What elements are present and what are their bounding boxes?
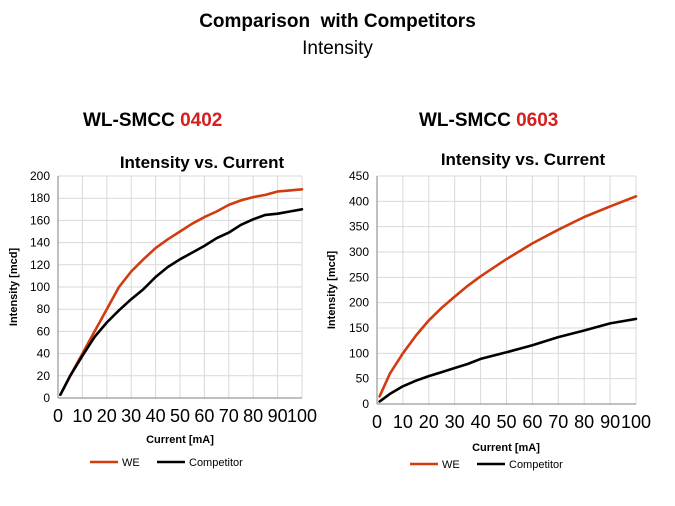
x-tick-label: 50 [170, 406, 190, 426]
y-tick-label: 80 [37, 302, 51, 316]
y-axis-label: Intensity [mcd] [8, 248, 20, 327]
legend-label-competitor: Competitor [509, 459, 563, 471]
series-line-we [59, 188, 304, 397]
legend-label-we: WE [122, 457, 140, 469]
legend-label-competitor: Competitor [189, 457, 243, 469]
product-code: 0402 [180, 110, 223, 131]
product-prefix: WL-SMCC [83, 110, 181, 131]
slide-title: Comparison with Competitors [199, 11, 476, 32]
slide-subtitle: Intensity [302, 38, 373, 59]
x-tick-label: 20 [97, 406, 117, 426]
x-tick-label: 30 [121, 406, 141, 426]
x-tick-label: 40 [471, 412, 491, 432]
y-axis-label: Intensity [mcd] [326, 251, 338, 330]
y-tick-label: 300 [349, 245, 369, 259]
x-tick-label: 70 [219, 406, 239, 426]
chart-0402: Intensity vs. Current0204060801001201401… [8, 153, 317, 469]
x-tick-label: 60 [194, 406, 214, 426]
y-tick-label: 250 [349, 270, 369, 284]
y-tick-label: 120 [30, 258, 50, 272]
chart-title: Intensity vs. Current [441, 150, 606, 169]
series-line-competitor [59, 208, 304, 397]
y-tick-label: 20 [37, 369, 51, 383]
y-tick-label: 100 [30, 280, 50, 294]
y-tick-label: 0 [43, 391, 50, 405]
y-tick-label: 400 [349, 194, 369, 208]
y-tick-label: 160 [30, 213, 50, 227]
x-axis-label: Current [mA] [146, 434, 214, 446]
chart-0603: Intensity vs. Current0501001502002503003… [326, 150, 651, 471]
x-tick-label: 90 [600, 412, 620, 432]
x-tick-label: 0 [53, 406, 63, 426]
y-tick-label: 140 [30, 236, 50, 250]
x-tick-label: 0 [372, 412, 382, 432]
product-prefix: WL-SMCC [419, 110, 517, 131]
y-tick-label: 200 [30, 169, 50, 183]
x-tick-label: 20 [419, 412, 439, 432]
x-axis-label: Current [mA] [472, 442, 540, 454]
y-tick-label: 200 [349, 296, 369, 310]
y-tick-label: 50 [356, 372, 370, 386]
y-tick-label: 100 [349, 346, 369, 360]
legend-label-we: WE [442, 459, 460, 471]
x-tick-label: 80 [574, 412, 594, 432]
chart-title: Intensity vs. Current [120, 153, 285, 172]
x-tick-label: 40 [146, 406, 166, 426]
y-tick-label: 150 [349, 321, 369, 335]
x-tick-label: 10 [72, 406, 92, 426]
x-tick-label: 100 [287, 406, 317, 426]
x-tick-label: 90 [268, 406, 288, 426]
product-heading-left: WL-SMCC 0402 [83, 110, 222, 132]
y-tick-label: 0 [362, 397, 369, 411]
product-code: 0603 [516, 110, 559, 131]
y-tick-label: 40 [37, 347, 51, 361]
series-line-competitor [378, 317, 638, 403]
x-tick-label: 100 [621, 412, 651, 432]
x-tick-label: 60 [522, 412, 542, 432]
y-tick-label: 180 [30, 191, 50, 205]
x-tick-label: 70 [548, 412, 568, 432]
x-tick-label: 50 [496, 412, 516, 432]
x-tick-label: 30 [445, 412, 465, 432]
series-line-we [378, 195, 638, 398]
product-heading-right: WL-SMCC 0603 [419, 110, 558, 132]
y-tick-label: 450 [349, 169, 369, 183]
x-tick-label: 10 [393, 412, 413, 432]
y-tick-label: 350 [349, 220, 369, 234]
y-tick-label: 60 [37, 324, 51, 338]
x-tick-label: 80 [243, 406, 263, 426]
